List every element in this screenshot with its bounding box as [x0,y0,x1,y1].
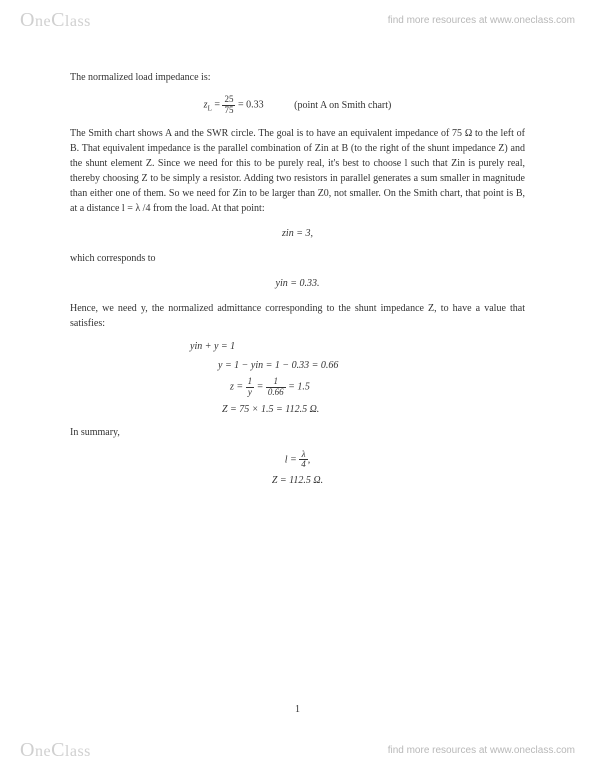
logo-char: C [51,9,65,31]
resources-link[interactable]: find more resources at www.oneclass.com [388,745,575,756]
denominator: 0.66 [266,388,286,398]
eq-pre: z = [230,381,246,392]
eq-text: yin = 0.33. [276,278,320,289]
logo-text: lass [65,743,91,760]
equation-1: zL = 25 75 = 0.33 (point A on Smith char… [70,95,525,116]
denominator: 75 [222,106,235,116]
equation-block: yin + y = 1 y = 1 − yin = 1 − 0.33 = 0.6… [190,339,525,417]
eq-line: Z = 112.5 Ω. [70,473,525,488]
denominator: y [246,388,255,398]
eq-val: 0.33 [246,100,264,111]
brand-logo: OneClass [20,739,91,762]
logo-text: lass [65,13,91,30]
denominator: 4 [299,460,308,470]
fraction: λ 4 [299,450,308,471]
equation-2: zin = 3, [70,226,525,241]
page-number: 1 [0,704,595,715]
paragraph: The Smith chart shows A and the SWR circ… [70,126,525,216]
brand-logo: OneClass [20,9,91,32]
equation-3: yin = 0.33. [70,276,525,291]
logo-text: ne [35,13,51,30]
paragraph: Hence, we need y, the normalized admitta… [70,301,525,331]
eq-line: y = 1 − yin = 1 − 0.33 = 0.66 [218,358,525,373]
eq-mid: = [257,381,266,392]
eq-text: zin = 3, [282,228,313,239]
logo-char: C [51,739,65,761]
eq-post: , [308,454,311,465]
paragraph: In summary, [70,425,525,440]
paragraph: The normalized load impedance is: [70,70,525,85]
logo-text: ne [35,743,51,760]
eq-pre: l = [285,454,300,465]
eq-sub: L [208,105,212,113]
document-body: The normalized load impedance is: zL = 2… [70,70,525,498]
fraction: 1 y [246,377,255,398]
paragraph: which corresponds to [70,251,525,266]
eq-line: l = λ 4 , [70,450,525,471]
eq-post: = 1.5 [288,381,310,392]
fraction: 1 0.66 [266,377,286,398]
eq-note: (point A on Smith chart) [294,100,391,111]
equation-summary: l = λ 4 , Z = 112.5 Ω. [70,450,525,489]
eq-line: Z = 75 × 1.5 = 112.5 Ω. [222,402,525,417]
footer: OneClass find more resources at www.onec… [0,736,595,764]
eq-line: z = 1 y = 1 0.66 = 1.5 [230,377,525,398]
eq-line: yin + y = 1 [190,339,525,354]
fraction: 25 75 [222,95,235,116]
header: OneClass find more resources at www.onec… [0,6,595,34]
logo-char: O [20,9,35,31]
logo-char: O [20,739,35,761]
resources-link[interactable]: find more resources at www.oneclass.com [388,15,575,26]
